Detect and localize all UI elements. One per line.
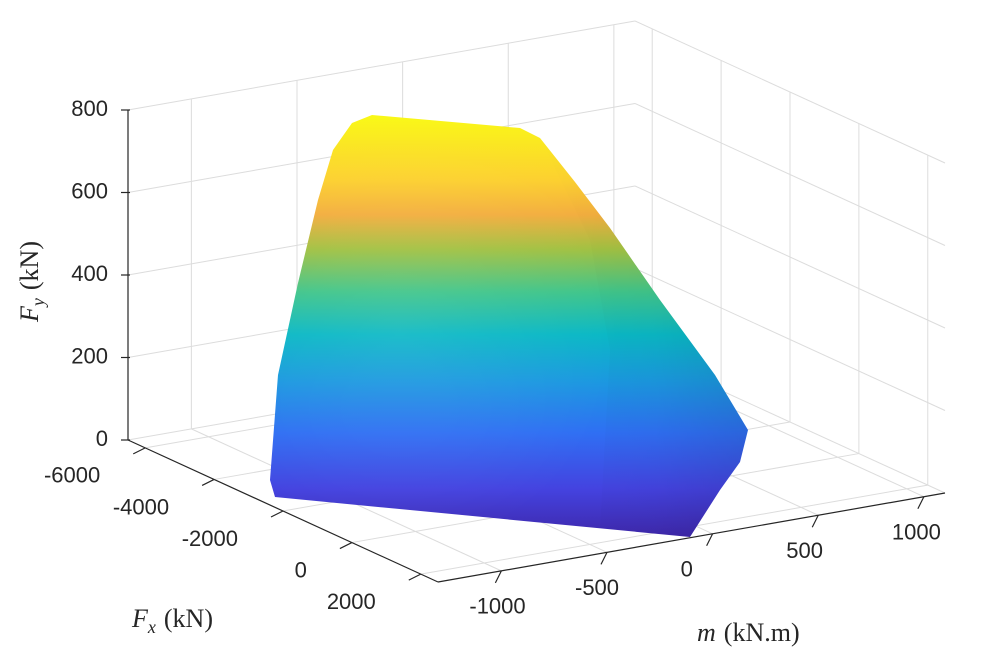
x-tick-mark (270, 510, 284, 518)
backwall-grid-line-fy (634, 268, 946, 411)
x-tick-label: 0 (295, 557, 307, 582)
x-tick-label: -2000 (182, 526, 238, 551)
z-tick-label: 600 (71, 178, 108, 203)
x-tick-mark (201, 478, 215, 486)
x-tick-label: -4000 (113, 494, 169, 519)
grid-lines (127, 20, 946, 575)
x-label-symbol: F (131, 604, 149, 633)
y-tick-mark (811, 514, 819, 528)
z-label-unit: (kN) (15, 241, 44, 290)
x-tick-label: 2000 (327, 589, 376, 614)
tick-labels: 0 200 400 600 800 -6000 -4000 -2000 0 2000 -1000 -5… (44, 96, 941, 619)
backwall-grid-line-fy (634, 103, 946, 246)
z-axis-label: Fy (kN) (15, 241, 48, 323)
y-axis-line (437, 492, 946, 583)
y-axis-label: m (kN.m) (697, 618, 800, 647)
z-label-subscript: y (28, 298, 48, 308)
y-tick-label: -500 (575, 575, 619, 600)
svg-text:m(kN.m): m (kN.m) (697, 618, 800, 647)
z-tick-label: 200 (71, 343, 108, 368)
x-axis-label: Fx (kN) (131, 604, 213, 637)
y-tick-label: -1000 (469, 594, 525, 619)
y-tick-label: 0 (681, 557, 693, 582)
surface-highlight (270, 115, 748, 537)
x-tick-label: -6000 (44, 463, 100, 488)
x-tick-mark (132, 447, 146, 455)
y-tick-mark (706, 533, 714, 547)
z-tick-label: 800 (71, 96, 108, 121)
y-label-symbol: m (697, 618, 716, 647)
y-label-unit: (kN.m) (724, 618, 800, 647)
z-label-symbol: F (15, 305, 44, 323)
svg-text:Fy(kN): Fy (kN) (15, 241, 48, 323)
y-tick-mark (494, 570, 502, 584)
y-tick-label: 500 (786, 538, 823, 563)
x-label-unit: (kN) (164, 604, 213, 633)
backwall-grid-line-fy (634, 185, 946, 329)
y-tick-label: 1000 (892, 520, 941, 545)
y-tick-mark (917, 496, 925, 509)
y-tick-mark (600, 552, 608, 565)
x-label-subscript: x (147, 617, 156, 637)
surface (270, 115, 748, 537)
x-tick-mark (339, 542, 353, 550)
sidewall-grid-line-fy (127, 20, 636, 111)
svg-text:Fx(kN): Fx (kN) (131, 604, 213, 637)
x-tick-mark (408, 573, 422, 581)
backwall-grid-line-fy (634, 20, 946, 164)
z-tick-label: 0 (96, 426, 108, 451)
z-tick-label: 400 (71, 261, 108, 286)
